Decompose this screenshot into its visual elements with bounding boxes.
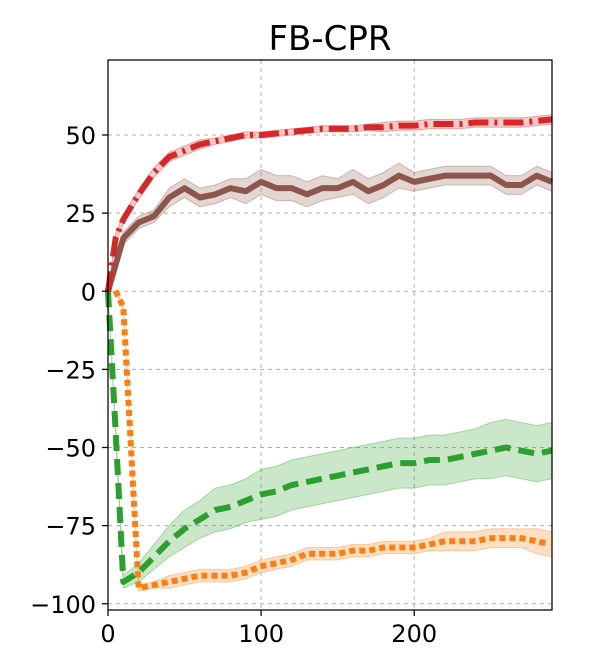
confidence-band	[107, 162, 553, 292]
plot-frame	[107, 59, 553, 611]
y-tick-label: 0	[81, 278, 96, 306]
series-line	[105, 116, 553, 292]
series-line	[105, 172, 554, 293]
y-tick-label: −100	[30, 591, 96, 619]
y-tick-label: −75	[45, 513, 96, 541]
x-tick-label: 0	[100, 620, 115, 648]
y-tick-label: 25	[65, 200, 96, 228]
y-tick-label: −25	[45, 356, 96, 384]
y-tick-label: 50	[65, 122, 96, 150]
axis-ticks: 0 100 200 50 25 0 −25 −50 −75 −100	[30, 122, 437, 648]
series-line	[105, 291, 553, 585]
y-tick-label: −50	[45, 435, 96, 463]
series-line	[105, 288, 556, 592]
x-tick-label: 200	[391, 620, 437, 648]
chart-title: FB-CPR	[268, 19, 391, 59]
grid-layer	[107, 60, 552, 610]
series-lines	[105, 116, 556, 592]
x-tick-label: 100	[238, 620, 284, 648]
